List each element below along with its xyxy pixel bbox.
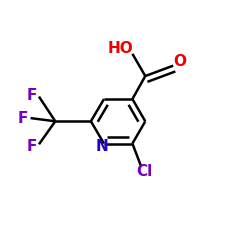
Text: Cl: Cl bbox=[136, 164, 152, 179]
Text: F: F bbox=[18, 110, 28, 126]
Text: O: O bbox=[173, 54, 186, 69]
Text: HO: HO bbox=[107, 41, 133, 56]
Text: F: F bbox=[26, 139, 37, 154]
Text: F: F bbox=[26, 88, 37, 103]
Text: N: N bbox=[96, 139, 108, 154]
